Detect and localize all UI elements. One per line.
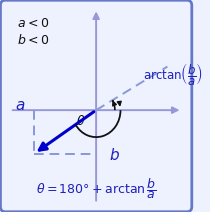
Text: $a$: $a$ — [15, 99, 25, 113]
FancyBboxPatch shape — [0, 0, 192, 212]
Text: $a < 0$: $a < 0$ — [17, 17, 50, 30]
Text: $\theta = 180° + \arctan\dfrac{b}{a}$: $\theta = 180° + \arctan\dfrac{b}{a}$ — [36, 176, 156, 201]
Text: $\arctan\!\left(\dfrac{b}{a}\right)$: $\arctan\!\left(\dfrac{b}{a}\right)$ — [143, 62, 203, 88]
Text: $b < 0$: $b < 0$ — [17, 33, 50, 47]
Text: $b$: $b$ — [109, 147, 120, 163]
Text: $\theta$: $\theta$ — [76, 113, 86, 127]
